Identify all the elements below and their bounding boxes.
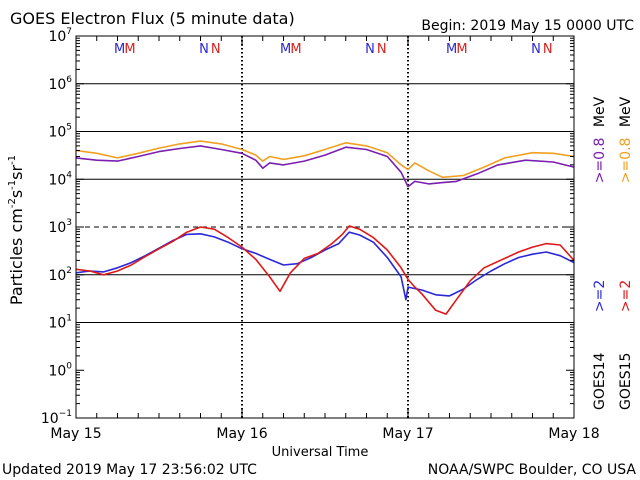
event-marker: M bbox=[290, 42, 301, 57]
legend-ge08-purple: >=0.8 bbox=[592, 138, 608, 184]
legend-goes14: GOES14 bbox=[592, 352, 608, 410]
legend-goes15: GOES15 bbox=[618, 353, 634, 410]
event-marker: N bbox=[543, 42, 553, 57]
begin-label: Begin: 2019 May 15 0000 UTC bbox=[421, 18, 634, 34]
x-axis: May 15 May 16 May 17 May 18 bbox=[50, 36, 600, 442]
y-tick-label: 107 bbox=[48, 27, 72, 45]
y-label-exp: -1 bbox=[7, 180, 18, 190]
y-label-exp: -2 bbox=[7, 198, 18, 208]
y-tick-label: 100 bbox=[48, 361, 72, 379]
y-tick-label: 102 bbox=[48, 266, 72, 284]
event-marker: N bbox=[199, 42, 209, 57]
series-line bbox=[75, 231, 575, 301]
legend-right-col1: GOES14 >=2 >=0.8 MeV bbox=[592, 96, 608, 410]
x-tick-label: May 18 bbox=[548, 426, 599, 442]
series-line bbox=[75, 225, 575, 315]
event-marker: N bbox=[365, 42, 375, 57]
series-line bbox=[75, 145, 575, 188]
legend-mev: MeV bbox=[618, 96, 634, 127]
x-tick-label: May 16 bbox=[216, 426, 267, 442]
legend-ge2-blue: >=2 bbox=[592, 280, 608, 312]
x-tick-label: May 17 bbox=[382, 426, 433, 442]
event-marker: M bbox=[124, 42, 135, 57]
legend-mev: MeV bbox=[592, 96, 608, 127]
event-marker: M bbox=[280, 42, 291, 57]
y-label-part: Particles cm bbox=[7, 208, 26, 305]
noaa-credit: NOAA/SWPC Boulder, CO USA bbox=[428, 462, 637, 478]
legend-ge08-orange: >=0.8 bbox=[618, 138, 634, 184]
event-marker: M bbox=[446, 42, 457, 57]
event-marker: M bbox=[114, 42, 125, 57]
y-axis: 10−1 100 101 102 103 104 105 106 107 bbox=[41, 27, 574, 427]
y-label-exp: -1 bbox=[7, 155, 18, 165]
grid-lines bbox=[76, 83, 574, 323]
event-marker: N bbox=[377, 42, 387, 57]
series-lines bbox=[75, 140, 575, 315]
y-tick-label: 104 bbox=[48, 170, 72, 188]
x-axis-label: Universal Time bbox=[272, 445, 369, 460]
svg-text:GOES15 >=2 >=0.8: GOES15 >=2 >=0.8 MeV bbox=[618, 96, 634, 410]
event-marker: M bbox=[456, 42, 467, 57]
y-axis-label: Particles cm-2s-1sr-1 bbox=[7, 155, 26, 305]
event-marker: N bbox=[531, 42, 541, 57]
y-label-part: sr bbox=[7, 165, 26, 180]
series-line bbox=[75, 140, 575, 179]
svg-text:GOES14 >=2 >=0.8: GOES14 >=2 >=0.8 MeV bbox=[592, 96, 608, 410]
y-tick-label: 10−1 bbox=[41, 409, 72, 427]
chart-title: GOES Electron Flux (5 minute data) bbox=[10, 9, 295, 28]
legend-right-col2: GOES15 >=2 >=0.8 MeV bbox=[618, 96, 634, 410]
y-tick-label: 101 bbox=[48, 314, 72, 332]
y-label-part: s bbox=[7, 190, 26, 198]
updated-timestamp: Updated 2019 May 17 23:56:02 UTC bbox=[2, 462, 257, 478]
y-tick-label: 103 bbox=[48, 218, 72, 236]
legend-ge2-red: >=2 bbox=[618, 280, 634, 312]
event-marker: N bbox=[211, 42, 221, 57]
y-tick-label: 106 bbox=[48, 75, 72, 93]
x-tick-label: May 15 bbox=[50, 426, 101, 442]
y-tick-label: 105 bbox=[48, 123, 72, 141]
